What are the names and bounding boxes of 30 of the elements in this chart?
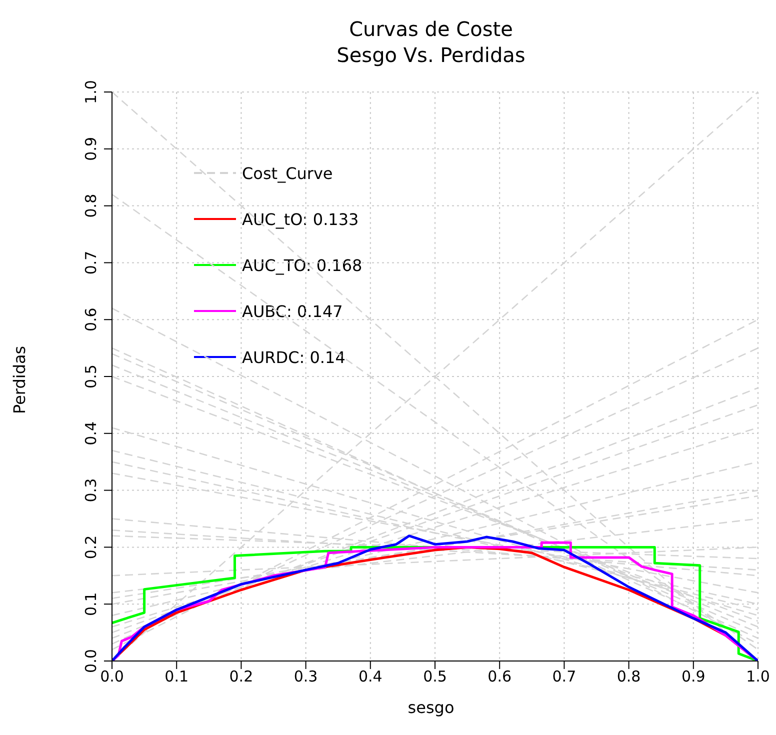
x-tick-label: 0.9 <box>681 668 706 686</box>
x-tick-label: 0.6 <box>488 668 512 686</box>
y-tick-label: 0.4 <box>82 421 100 446</box>
y-tick-label: 0.3 <box>82 478 100 502</box>
chart-subtitle: Sesgo Vs. Perdidas <box>336 42 526 68</box>
legend-label: AUC_tO: 0.133 <box>242 210 359 228</box>
y-tick-label: 0.7 <box>82 250 100 275</box>
x-tick-label: 0.4 <box>358 668 382 686</box>
y-tick-label: 0.9 <box>82 136 100 161</box>
legend-label: AURDC: 0.14 <box>242 348 346 366</box>
x-tick-label: 0.0 <box>100 668 124 686</box>
y-tick-label: 0.8 <box>82 194 100 218</box>
x-tick-label: 1.0 <box>746 668 770 686</box>
y-tick-label: 0.1 <box>82 592 100 616</box>
legend-label: AUC_TO: 0.168 <box>242 256 362 274</box>
x-tick-label: 0.8 <box>616 668 641 686</box>
y-axis-title: Perdidas <box>10 346 29 414</box>
y-tick-label: 1.0 <box>82 80 100 104</box>
x-tick-label: 0.7 <box>552 668 576 686</box>
x-tick-label: 0.2 <box>229 668 254 686</box>
y-tick-label: 0.5 <box>82 364 100 388</box>
legend-label: Cost_Curve <box>242 164 333 182</box>
chart-title: Curvas de Coste <box>348 16 514 42</box>
y-tick-label: 0.6 <box>82 308 100 332</box>
x-tick-label: 0.3 <box>294 668 318 686</box>
x-axis-title: sesgo <box>406 698 456 717</box>
legend-label: AUBC: 0.147 <box>242 302 343 320</box>
y-tick-label: 0.2 <box>82 535 100 560</box>
x-tick-label: 0.5 <box>423 668 447 686</box>
x-tick-label: 0.1 <box>164 668 189 686</box>
